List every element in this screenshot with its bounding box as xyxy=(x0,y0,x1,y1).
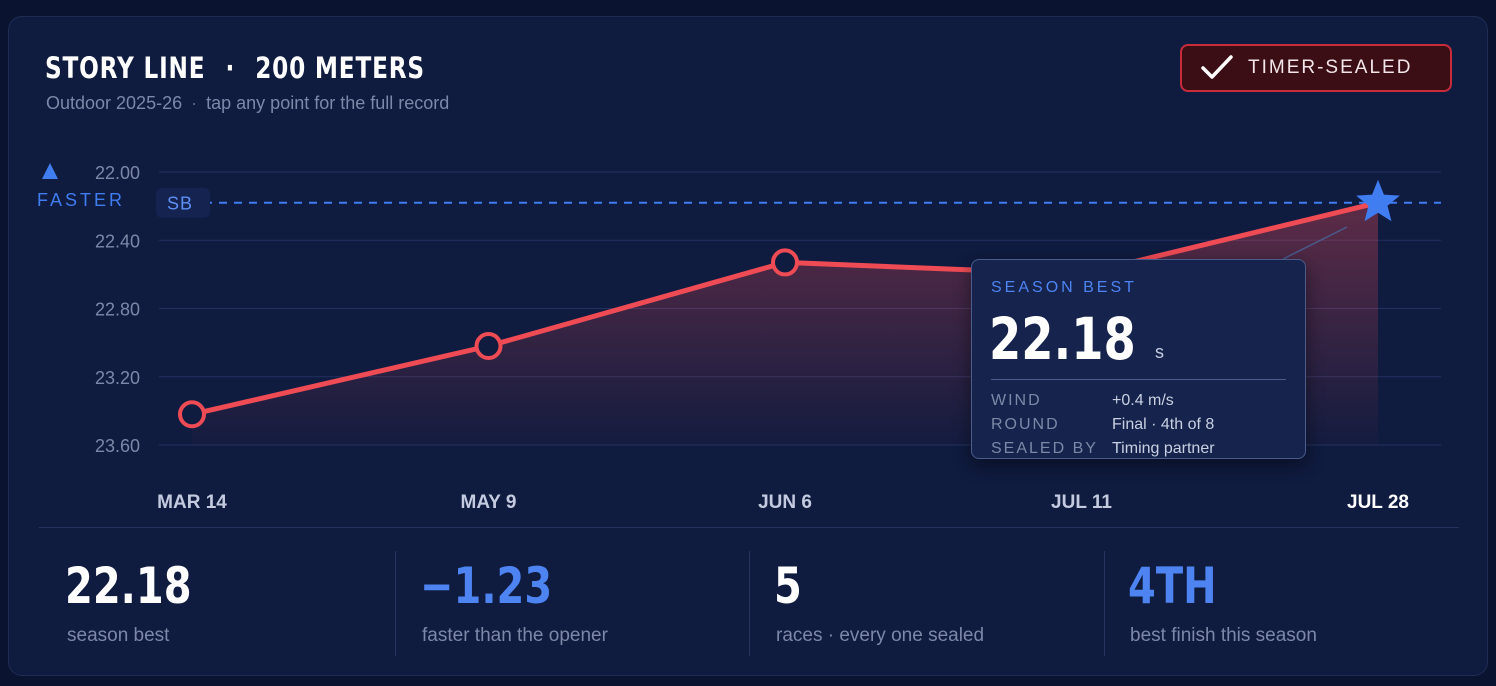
data-point xyxy=(474,332,503,361)
title-separator: · xyxy=(225,51,236,85)
sb-label: SB xyxy=(167,194,193,214)
y-tick-label: 22.40 xyxy=(95,231,140,251)
check-icon xyxy=(1201,55,1233,79)
season-best-star-marker xyxy=(1356,179,1400,222)
y-tick-label: 22.00 xyxy=(95,163,140,183)
stat-label: races · every one sealed xyxy=(776,625,985,646)
stat-best-finish: 4TH best finish this season xyxy=(1128,551,1448,657)
tooltip-val: +0.4 m/s xyxy=(1112,392,1174,409)
stat-season-best: 22.18 season best xyxy=(65,551,385,657)
chart-title: STORY LINE · 200 METERS xyxy=(45,51,425,85)
stat-improvement: −1.23 faster than the opener xyxy=(420,551,740,657)
stat-value: 4TH xyxy=(1128,557,1217,615)
badge-label: TIMER-SEALED xyxy=(1248,57,1413,78)
stat-value: 5 xyxy=(774,557,802,615)
stat-races: 5 races · every one sealed xyxy=(774,551,1094,657)
chart-subtitle: Outdoor 2025-26 · tap any point for the … xyxy=(46,93,449,114)
subtitle-season: Outdoor 2025-26 xyxy=(46,93,183,113)
data-point xyxy=(178,400,206,429)
tooltip-key: WIND xyxy=(991,392,1042,409)
tooltip-divider xyxy=(991,379,1286,380)
season-best-tooltip: SEASON BEST 22.18 s WIND +0.4 m/s ROUND … xyxy=(971,259,1306,459)
subtitle-separator: · xyxy=(191,93,198,113)
stat-separator xyxy=(749,551,750,656)
story-line-card: STORY LINE · 200 METERS Outdoor 2025-26 … xyxy=(8,16,1488,676)
x-tick-label: MAY 9 xyxy=(461,492,517,513)
data-point xyxy=(771,248,799,277)
faster-label: FASTER xyxy=(37,190,125,210)
stat-value: −1.23 xyxy=(420,557,553,615)
x-tick-label: JUN 6 xyxy=(758,492,812,513)
x-axis-ticks: MAR 14 MAY 9 JUN 6 JUL 11 JUL 28 xyxy=(157,492,1409,513)
tooltip-key: ROUND xyxy=(991,416,1060,433)
y-axis-ticks: 22.00 22.40 22.80 23.20 23.60 xyxy=(95,163,140,456)
stat-separator xyxy=(395,551,396,656)
triangle-up-icon xyxy=(42,163,58,179)
axis-annotations: FASTER xyxy=(37,163,1348,260)
tooltip-unit: s xyxy=(1155,342,1164,362)
tooltip-heading: SEASON BEST xyxy=(991,279,1137,296)
title-distance-label: 200 METERS xyxy=(255,51,425,85)
season-best-reference: SB xyxy=(156,187,1441,218)
y-tick-label: 23.60 xyxy=(95,436,140,456)
timer-sealed-badge[interactable]: TIMER-SEALED xyxy=(1180,44,1452,92)
tooltip-value: 22.18 xyxy=(989,305,1136,373)
stats-divider xyxy=(39,527,1459,528)
stat-value: 22.18 xyxy=(65,557,192,615)
tooltip-key: SEALED BY xyxy=(991,440,1098,457)
subtitle-hint: tap any point for the full record xyxy=(206,93,450,113)
stat-label: faster than the opener xyxy=(422,625,608,646)
tooltip-val: Timing partner xyxy=(1112,440,1215,457)
x-tick-label: JUL 28 xyxy=(1347,492,1409,513)
y-tick-label: 23.20 xyxy=(95,368,140,388)
stat-label: best finish this season xyxy=(1130,625,1317,646)
stat-separator xyxy=(1104,551,1105,656)
sb-chip xyxy=(156,187,210,218)
tooltip-val: Final · 4th of 8 xyxy=(1112,416,1215,433)
title-event-label: STORY LINE xyxy=(45,51,206,85)
x-tick-label: JUL 11 xyxy=(1051,492,1112,513)
y-tick-label: 22.80 xyxy=(95,300,140,320)
tooltip-leader-line xyxy=(1282,226,1348,260)
x-tick-label: MAR 14 xyxy=(157,492,227,513)
stat-label: season best xyxy=(67,625,170,646)
